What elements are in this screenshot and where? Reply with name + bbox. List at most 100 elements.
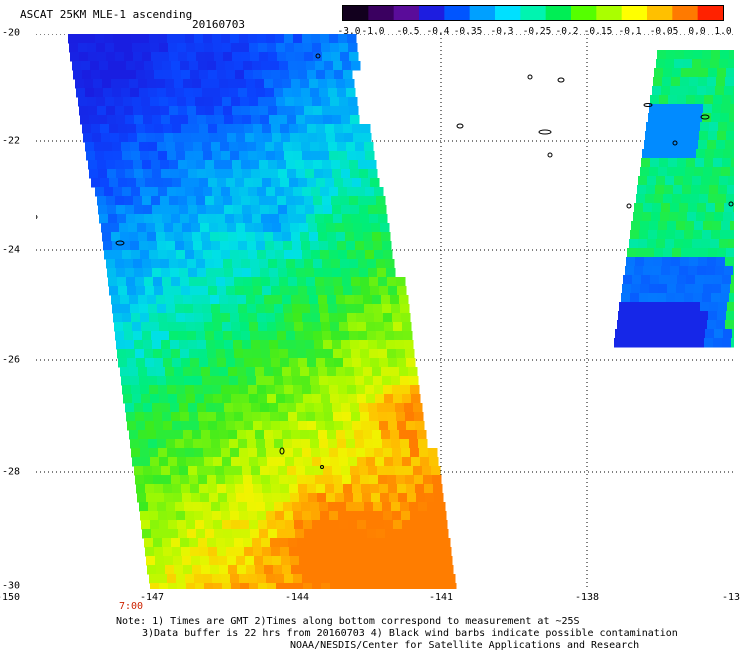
swath-cell [341, 340, 351, 350]
swath-cell [431, 466, 441, 476]
swath-cell [210, 79, 220, 89]
swath-cell [312, 97, 322, 107]
swath-cell [251, 115, 261, 125]
swath-cell [73, 70, 83, 80]
swath-cell [360, 475, 370, 485]
swath-cell [101, 223, 111, 233]
swath-cell [184, 376, 194, 386]
swath-cell [340, 196, 350, 206]
swath-cell [275, 250, 285, 260]
swath-cell [257, 511, 267, 521]
swath-cell-east [707, 140, 717, 150]
swath-cell [339, 43, 349, 53]
swath-cell [194, 385, 204, 395]
swath-cell [170, 115, 180, 125]
swath-cell [246, 79, 256, 89]
swath-cell [364, 304, 374, 314]
swath-cell-east [695, 338, 705, 348]
swath-cell [308, 223, 318, 233]
swath-cell [280, 484, 290, 494]
swath-cell [279, 277, 289, 287]
swath-cell [219, 367, 229, 377]
swath-cell [238, 376, 248, 386]
swath-cell-east [658, 167, 668, 177]
swath-cell [221, 574, 231, 584]
swath-cell [278, 340, 288, 350]
swath-cell [269, 115, 279, 125]
swath-cell [315, 412, 325, 422]
swath-cell [189, 214, 199, 224]
swath-cell [249, 394, 259, 404]
swath-cell [252, 538, 262, 548]
swath-cell-east [696, 212, 706, 222]
swath-cell [407, 493, 417, 503]
swath-cell [100, 124, 110, 134]
swath-cell [130, 376, 140, 386]
swath-cell [419, 511, 429, 521]
island-outline [315, 53, 321, 59]
swath-cell [207, 475, 217, 485]
swath-cell [152, 466, 162, 476]
swath-cell [191, 493, 201, 503]
swath-cell [109, 178, 119, 188]
swath-cell [143, 268, 153, 278]
swath-cell [309, 79, 319, 89]
swath-cell [384, 583, 394, 589]
swath-cell [174, 79, 184, 89]
swath-cell [248, 187, 258, 197]
swath-cell-east [669, 329, 679, 339]
swath-cell [299, 556, 309, 566]
swath-cell [230, 448, 240, 458]
swath-cell [109, 124, 119, 134]
swath-cell [229, 502, 239, 512]
swath-cell [378, 349, 388, 359]
swath-cell [310, 142, 320, 152]
swath-cell [439, 529, 449, 539]
swath-cell [180, 538, 190, 548]
swath-cell [255, 430, 265, 440]
swath-cell [438, 583, 448, 589]
swath-cell [235, 547, 245, 557]
swath-cell [200, 133, 210, 143]
swath-cell [279, 349, 289, 359]
swath-cell [319, 88, 329, 98]
swath-cell [333, 214, 343, 224]
swath-cell [325, 484, 335, 494]
colorbar-segment [621, 6, 648, 20]
swath-cell-east [725, 320, 734, 330]
swath-cell-east [701, 239, 711, 249]
swath-cell [149, 574, 159, 584]
swath-cell [342, 475, 352, 485]
swath-cell [338, 574, 348, 584]
swath-cell [202, 88, 212, 98]
swath-cell [180, 349, 190, 359]
swath-cell [200, 223, 210, 233]
swath-cell-east [614, 338, 624, 348]
swath-cell [322, 331, 332, 341]
swath-cell [318, 367, 328, 377]
swath-cell-east [646, 122, 656, 132]
swath-cell-east [711, 293, 721, 303]
swath-cell [211, 439, 221, 449]
swath-cell [172, 70, 182, 80]
swath-cell-east [630, 230, 640, 240]
swath-cell [139, 502, 149, 512]
swath-cell [134, 115, 144, 125]
swath-cell-east [680, 320, 690, 330]
swath-cell [203, 313, 213, 323]
swath-cell-east [704, 275, 714, 285]
swath-cell [135, 61, 145, 71]
swath-cell [104, 34, 114, 44]
swath-cell [173, 133, 183, 143]
swath-cell-east [648, 113, 658, 123]
swath-cell [353, 223, 363, 233]
swath-cell [204, 97, 214, 107]
swath-cell [261, 61, 271, 71]
swath-cell [236, 133, 246, 143]
swath-cell [151, 52, 161, 62]
swath-cell [273, 79, 283, 89]
swath-cell [372, 232, 382, 242]
swath-cell [409, 439, 419, 449]
swath-cell [255, 565, 265, 575]
swath-cell-east [699, 248, 709, 258]
